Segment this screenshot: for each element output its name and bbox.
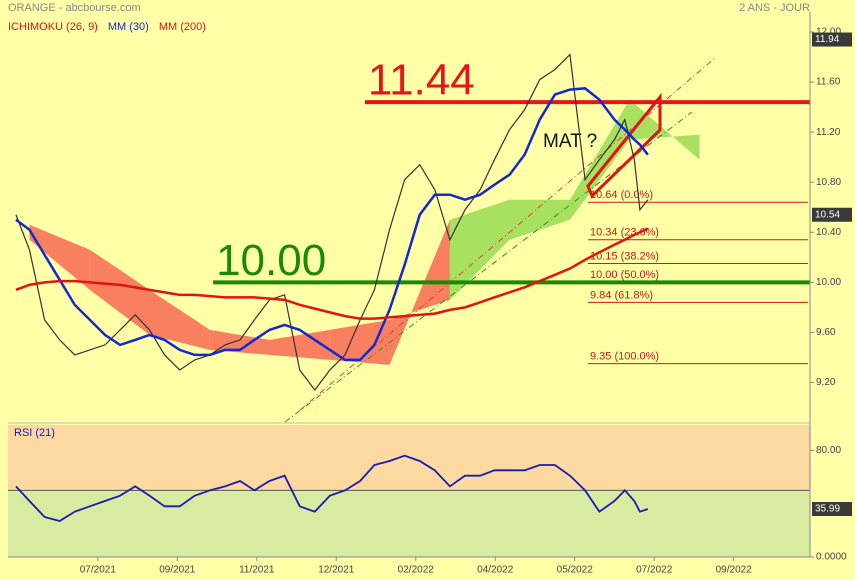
ichimoku-cloud: [209, 329, 270, 355]
chart-title: ORANGE - abcbourse.com: [8, 2, 141, 14]
x-tick-label: 04/2022: [477, 565, 514, 576]
ichimoku-cloud: [389, 219, 450, 365]
legend-entry: ICHIMOKU (26, 9): [8, 21, 98, 33]
key-level-label: 11.44: [368, 56, 475, 105]
x-tick-label: 11/2021: [239, 565, 275, 576]
y-tick-label: 10.00: [816, 277, 841, 288]
price-tag: [812, 32, 852, 47]
panel-title: RSI (21): [14, 427, 55, 439]
key-level-label: 10.00: [216, 236, 326, 285]
channel: [586, 92, 662, 199]
price-tag-label: 11.94: [815, 34, 840, 45]
x-tick-label: 09/2021: [159, 565, 196, 576]
y-tick-label: 9.20: [816, 377, 836, 388]
fib-label: 9.35 (100.0%): [590, 351, 659, 363]
rsi-line: [15, 454, 649, 522]
x-tick-label: 05/2022: [557, 565, 594, 576]
fib-label: 10.34 (23.6%): [590, 227, 659, 239]
y-tick-label: 9.60: [816, 327, 836, 338]
y-tick-label: 12.00: [816, 27, 841, 38]
x-tick-label: 12/2021: [318, 565, 355, 576]
price-line: [15, 53, 649, 391]
price-tag: [812, 207, 852, 222]
x-tick-label: 07/2021: [80, 565, 117, 576]
moving-average: [15, 87, 649, 362]
y-tick-label: 0.0000: [816, 552, 847, 563]
moving-average: [15, 227, 649, 320]
ichimoku-cloud: [509, 199, 570, 240]
y-tick-label: 11.20: [816, 127, 841, 138]
y-tick-label: 11.60: [816, 77, 841, 88]
y-tick-label: 10.80: [816, 177, 841, 188]
rsi-lower-zone: [8, 490, 810, 557]
ichimoku-cloud: [149, 289, 210, 350]
ichimoku-cloud: [89, 249, 150, 335]
fib-label: 9.84 (61.8%): [590, 289, 653, 301]
legend-entry: MM (30): [108, 21, 149, 33]
x-tick-label: 09/2022: [716, 565, 753, 576]
ichimoku-cloud: [269, 329, 330, 360]
ichimoku-cloud: [629, 99, 700, 160]
chart-subtitle: 2 ANS - JOUR: [739, 2, 810, 14]
price-tag-label: 10.54: [815, 209, 840, 220]
x-tick-label: 07/2022: [636, 565, 673, 576]
price-tag: [812, 502, 852, 517]
fib-label: 10.15 (38.2%): [590, 250, 659, 262]
y-tick-label: 80.00: [816, 445, 841, 456]
annotation: MAT ?: [543, 131, 597, 152]
ichimoku-cloud: [449, 199, 510, 300]
price-tag-label: 35.99: [815, 504, 840, 515]
y-tick-label: 10.40: [816, 227, 841, 238]
legend-entry: MM (200): [159, 21, 206, 33]
ichimoku-cloud: [29, 224, 90, 290]
x-tick-label: 02/2022: [398, 565, 435, 576]
fib-label: 10.64 (0.0%): [590, 189, 653, 201]
fib-label: 10.00 (50.0%): [590, 269, 659, 281]
ichimoku-cloud: [329, 319, 390, 365]
